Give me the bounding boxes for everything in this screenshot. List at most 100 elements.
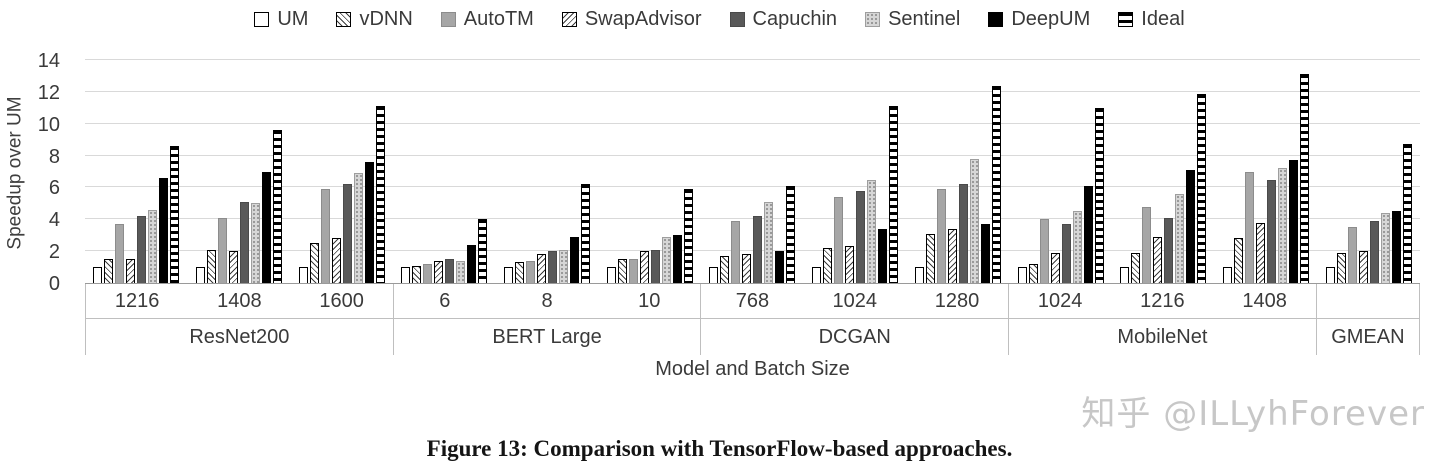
bar-ideal bbox=[889, 106, 899, 283]
batch-label: 6 bbox=[439, 289, 451, 312]
bar-capuchin bbox=[1369, 220, 1379, 283]
bar-um bbox=[93, 267, 103, 283]
bar-group bbox=[804, 61, 907, 283]
batch-label-row: 1216 1408 1600 bbox=[86, 284, 393, 318]
y-tick-label: 12 bbox=[37, 81, 60, 104]
bar-sentinel bbox=[456, 260, 466, 283]
batch-label: 1408 bbox=[1242, 289, 1287, 312]
bar-vdnn bbox=[207, 249, 217, 283]
bar-sentinel bbox=[148, 209, 158, 283]
y-tick-label: 0 bbox=[48, 273, 60, 295]
bar-ideal bbox=[1402, 144, 1412, 283]
bar-deepum bbox=[364, 161, 374, 283]
bar-sentinel bbox=[1072, 211, 1082, 283]
bar-vdnn bbox=[309, 243, 319, 283]
bar-vdnn bbox=[515, 262, 525, 283]
batch-label-row: 6 8 10 bbox=[394, 284, 701, 318]
legend-label: SwapAdvisor bbox=[584, 8, 702, 30]
gridline bbox=[85, 59, 1420, 60]
bar-um bbox=[1222, 267, 1232, 283]
legend-item-deepum: DeepUM bbox=[988, 8, 1090, 31]
legend-swatch-swap bbox=[561, 12, 577, 27]
legend-label: UM bbox=[277, 8, 309, 30]
bar-sentinel bbox=[353, 173, 363, 283]
bar-sentinel bbox=[1175, 193, 1185, 283]
bar-group bbox=[1317, 61, 1420, 283]
bar-um bbox=[298, 267, 308, 283]
gridline bbox=[85, 250, 1420, 252]
bar-vdnn bbox=[1336, 252, 1346, 283]
bar-swap bbox=[1153, 236, 1163, 283]
bar-vdnn bbox=[617, 259, 627, 283]
y-tick-label: 10 bbox=[37, 113, 60, 136]
bar-vdnn bbox=[823, 248, 833, 283]
bar-swap bbox=[434, 260, 444, 283]
x-axis-labels: 1216 1408 1600 ResNet200 6 8 10 BERT Large 768 10… bbox=[85, 284, 1420, 355]
bar-group bbox=[1009, 61, 1112, 283]
bar-ideal bbox=[581, 184, 591, 283]
bar-swap bbox=[845, 246, 855, 283]
bar-capuchin bbox=[548, 251, 558, 283]
legend-item-capuchin: Capuchin bbox=[729, 8, 838, 31]
bar-capuchin bbox=[650, 249, 660, 283]
bar-group bbox=[188, 61, 291, 283]
bar-autotm bbox=[320, 189, 330, 283]
bar-group bbox=[701, 61, 804, 283]
bar-deepum bbox=[467, 244, 477, 283]
gridline bbox=[85, 218, 1420, 220]
bar-ideal bbox=[1094, 107, 1104, 283]
bar-deepum bbox=[1186, 169, 1196, 283]
bar-swap bbox=[742, 254, 752, 283]
y-tick-label: 8 bbox=[48, 145, 60, 168]
bar-autotm bbox=[423, 263, 433, 283]
legend-swatch-deepum bbox=[988, 12, 1004, 27]
y-tick-label: 4 bbox=[48, 209, 60, 232]
bar-deepum bbox=[1391, 211, 1401, 283]
bar-sentinel bbox=[867, 179, 877, 283]
batch-label: 10 bbox=[638, 289, 661, 312]
y-axis-ticks: 0 2 4 6 8 10 12 14 bbox=[30, 50, 66, 295]
bar-swap bbox=[126, 259, 136, 283]
model-label: MobileNet bbox=[1009, 318, 1316, 355]
bar-autotm bbox=[218, 217, 228, 283]
batch-label: 1024 bbox=[832, 289, 877, 312]
legend-swatch-sentinel bbox=[865, 12, 881, 27]
bar-ideal bbox=[273, 130, 283, 283]
bar-vdnn bbox=[104, 259, 114, 283]
model-label: ResNet200 bbox=[86, 318, 393, 355]
bar-vdnn bbox=[1233, 238, 1243, 283]
legend-item-um: UM bbox=[254, 8, 308, 31]
bar-um bbox=[196, 267, 206, 283]
bar-um bbox=[812, 267, 822, 283]
y-tick-label: 6 bbox=[48, 177, 60, 200]
category-section: 1216 1408 1600 ResNet200 bbox=[85, 284, 393, 355]
legend-label: Sentinel bbox=[888, 8, 961, 30]
bar-capuchin bbox=[958, 184, 968, 283]
bar-sentinel bbox=[1380, 212, 1390, 283]
bar-group bbox=[1112, 61, 1215, 283]
bar-vdnn bbox=[925, 233, 935, 283]
legend-swatch-autotm bbox=[440, 12, 456, 27]
bar-ideal bbox=[991, 85, 1001, 283]
legend-label: Capuchin bbox=[752, 8, 838, 30]
gridline bbox=[85, 186, 1420, 188]
bar-deepum bbox=[1083, 185, 1093, 283]
batch-label: 1280 bbox=[934, 289, 980, 312]
gridline bbox=[85, 154, 1420, 156]
bar-deepum bbox=[878, 228, 888, 283]
bar-sentinel bbox=[969, 158, 979, 283]
bar-deepum bbox=[159, 177, 169, 283]
bar-um bbox=[1120, 267, 1130, 283]
legend-item-ideal: Ideal bbox=[1118, 8, 1185, 31]
y-tick-label: 14 bbox=[37, 50, 60, 72]
category-section: 6 8 10 BERT Large bbox=[392, 284, 701, 355]
model-label: GMEAN bbox=[1316, 318, 1419, 355]
bar-capuchin bbox=[240, 201, 250, 283]
model-label: BERT Large bbox=[393, 318, 701, 355]
bar-autotm bbox=[628, 259, 638, 283]
bar-um bbox=[914, 267, 924, 283]
bar-vdnn bbox=[412, 265, 422, 283]
bar-sentinel bbox=[1277, 168, 1287, 283]
bar-deepum bbox=[775, 251, 785, 283]
bar-capuchin bbox=[1266, 179, 1276, 283]
